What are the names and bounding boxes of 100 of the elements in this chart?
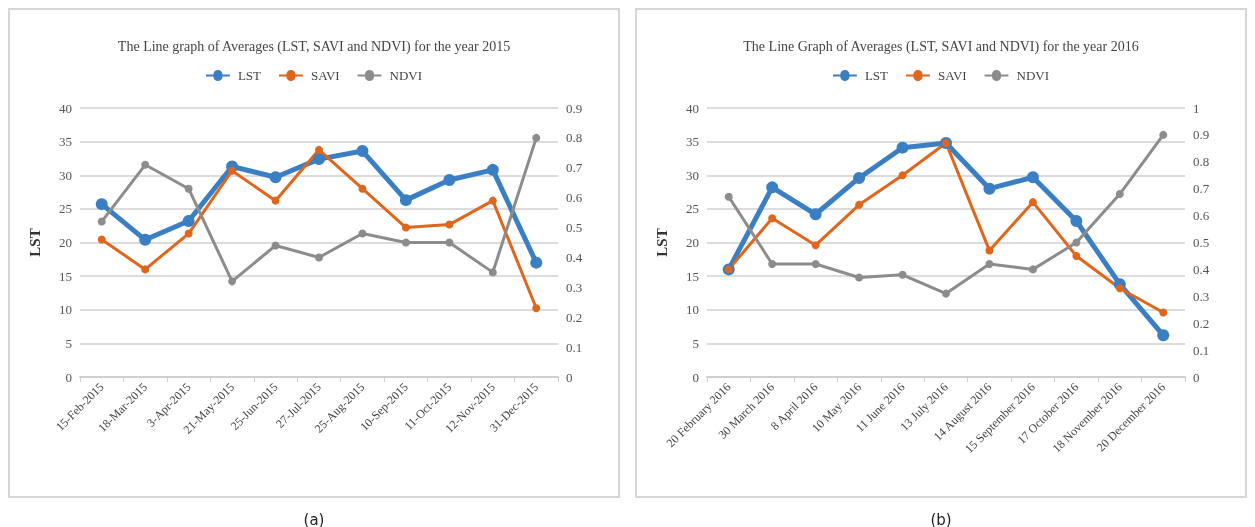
y-tick-label: 35 — [59, 134, 72, 150]
point — [768, 260, 777, 269]
point — [95, 198, 108, 211]
point — [358, 184, 367, 193]
y-tick-label: 25 — [59, 201, 72, 217]
y2-tick-label: 0.3 — [1193, 288, 1210, 304]
chart-title: The Line Graph of Averages (LST, SAVI and NDVI) for the year 2016 — [743, 38, 1139, 55]
point — [486, 163, 499, 176]
point — [184, 184, 193, 193]
point — [896, 141, 909, 154]
point — [356, 145, 369, 158]
y-tick-label: 20 — [59, 235, 72, 250]
point — [1072, 251, 1081, 260]
point — [1028, 265, 1037, 274]
point — [488, 196, 497, 205]
y-axis-title: LST — [653, 228, 670, 257]
legend-label: SAVI — [310, 68, 340, 83]
point — [1026, 171, 1039, 184]
point — [898, 270, 907, 279]
chart-title: The Line graph of Averages (LST, SAVI and NDVI) for the year 2015 — [117, 38, 511, 55]
y2-tick-label: 0.5 — [1193, 235, 1210, 250]
y-tick-label: 25 — [686, 201, 699, 217]
y-tick-label: 20 — [686, 235, 699, 250]
point — [1115, 190, 1124, 199]
point — [315, 145, 323, 154]
y-axis-title: LST — [26, 228, 43, 257]
point — [532, 304, 541, 313]
point — [443, 173, 456, 186]
point — [399, 194, 412, 207]
point — [401, 238, 410, 247]
y2-tick-label: 0.1 — [566, 339, 583, 355]
point — [1157, 329, 1170, 342]
point — [445, 238, 454, 247]
y2-tick-label: 0.7 — [1193, 181, 1210, 197]
y2-tick-label: 0.9 — [1193, 127, 1210, 143]
point — [942, 289, 950, 298]
y2-tick-label: 0.9 — [566, 100, 583, 116]
y-tick-label: 40 — [686, 100, 699, 116]
point — [985, 260, 994, 269]
point — [488, 268, 497, 277]
point — [139, 233, 152, 246]
point — [724, 192, 733, 201]
point — [141, 265, 150, 274]
point — [898, 171, 907, 180]
point — [1159, 308, 1168, 317]
point — [97, 235, 106, 244]
text: (b) — [930, 510, 952, 527]
y-tick-label: 40 — [59, 100, 72, 116]
point — [811, 260, 820, 269]
point — [1115, 284, 1124, 293]
point — [315, 253, 323, 262]
point — [228, 166, 237, 175]
point — [228, 277, 237, 286]
point — [97, 217, 106, 226]
point — [271, 241, 280, 250]
point — [445, 220, 454, 229]
point — [855, 273, 864, 282]
y2-tick-label: 0.8 — [566, 130, 583, 146]
point — [983, 182, 996, 195]
legend-label: NDVI — [1016, 68, 1050, 83]
point — [182, 214, 195, 227]
y2-tick-label: 1 — [1193, 100, 1200, 116]
point — [271, 196, 280, 205]
legend-label: LST — [237, 68, 262, 83]
y2-tick-label: 0.5 — [566, 220, 583, 236]
y2-tick-label: 0.8 — [1193, 154, 1210, 170]
y2-tick-label: 0.2 — [1193, 315, 1210, 331]
y-tick-label: 10 — [686, 302, 699, 318]
y2-tick-label: 0 — [1193, 369, 1200, 385]
y2-tick-label: 0.4 — [1193, 261, 1210, 277]
y-tick-label: 30 — [59, 167, 72, 183]
y-tick-label: 30 — [686, 167, 699, 183]
y2-tick-label: 0.6 — [566, 190, 583, 206]
y-tick-label: 0 — [65, 369, 72, 385]
point — [766, 181, 779, 194]
point — [269, 171, 282, 184]
point — [141, 160, 150, 169]
point — [811, 241, 820, 250]
y-tick-label: 5 — [692, 335, 699, 351]
point — [985, 246, 994, 255]
y2-tick-label: 0.2 — [566, 309, 583, 325]
y2-tick-label: 0 — [566, 369, 573, 385]
text: (a) — [303, 510, 325, 527]
y-tick-label: 15 — [59, 268, 72, 284]
point — [853, 171, 866, 184]
y2-tick-label: 0.1 — [1193, 342, 1210, 358]
point — [401, 223, 410, 232]
point — [768, 214, 777, 223]
point — [184, 229, 193, 238]
point — [1070, 214, 1083, 227]
y-tick-label: 0 — [692, 369, 699, 385]
point — [1159, 130, 1168, 139]
point — [855, 200, 864, 209]
y2-tick-label: 0.7 — [566, 160, 583, 176]
y-tick-label: 10 — [59, 302, 72, 318]
point — [1028, 198, 1037, 207]
y-tick-label: 35 — [686, 134, 699, 150]
point — [532, 133, 541, 142]
legend-label: NDVI — [389, 68, 423, 83]
y-tick-label: 15 — [686, 268, 699, 284]
